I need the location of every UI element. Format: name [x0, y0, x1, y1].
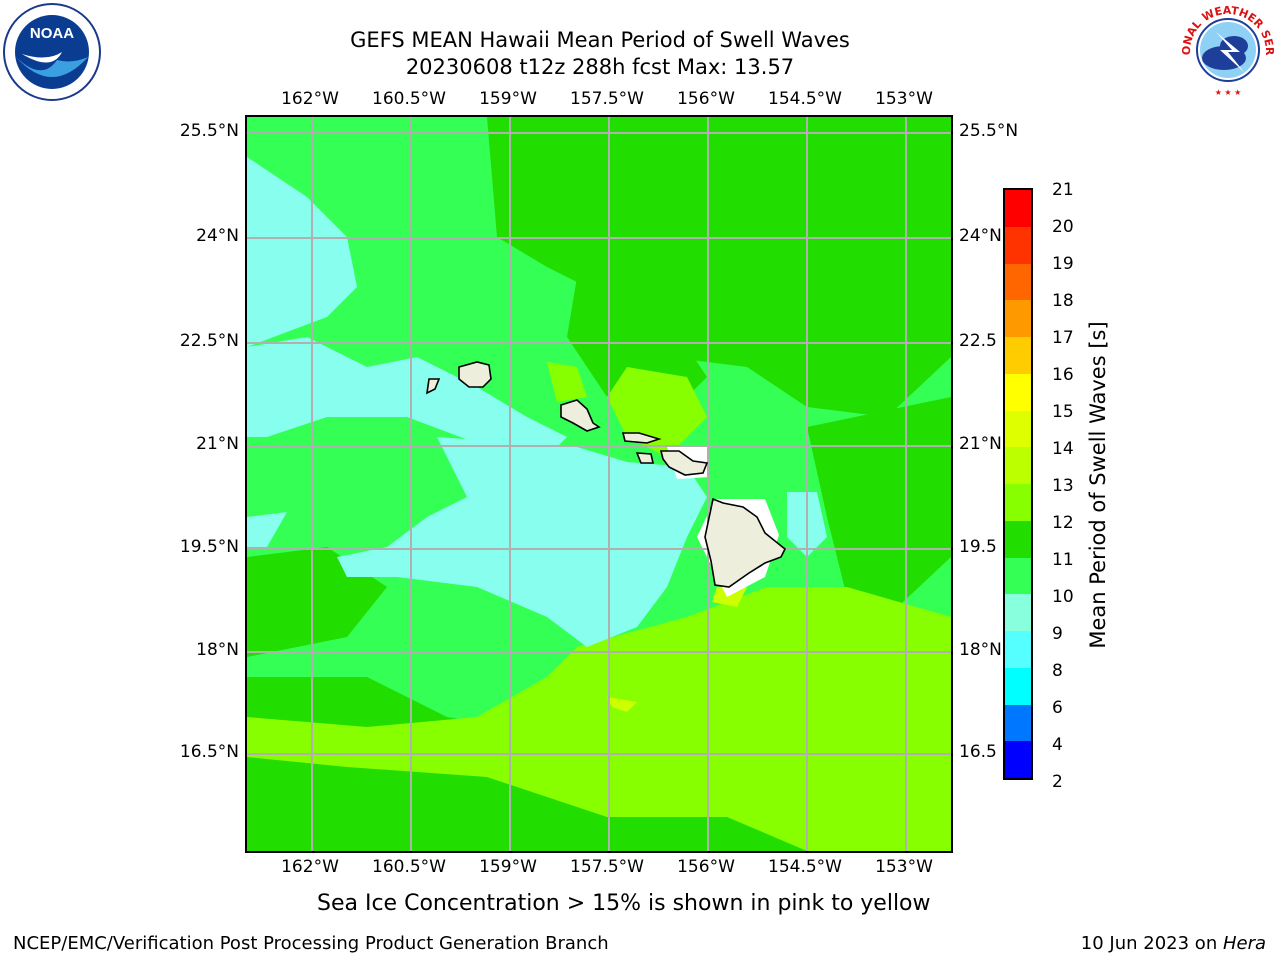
colorbar-swatch: [1005, 704, 1031, 742]
colorbar-tick: 10: [1052, 587, 1074, 607]
lon-label: 159°W: [479, 857, 537, 877]
swell-period-map: [247, 117, 951, 851]
colorbar-tick: 8: [1052, 661, 1063, 681]
colorbar-swatch: [1005, 484, 1031, 521]
date-text: 10 Jun 2023 on: [1080, 933, 1223, 954]
lat-label: 21°N: [196, 434, 239, 454]
lon-label: 159°W: [479, 89, 537, 109]
grid-lines: [247, 117, 951, 851]
lat-label: 18°N: [196, 640, 239, 660]
chart-title: GEFS MEAN Hawaii Mean Period of Swell Wa…: [350, 28, 850, 52]
lon-label: 153°W: [875, 89, 933, 109]
colorbar: [1003, 188, 1033, 780]
lon-label: 156°W: [677, 89, 735, 109]
nws-logo: NATIONAL WEATHER SERVICE ★ ★ ★: [1173, 0, 1278, 102]
colorbar-tick: 18: [1052, 291, 1074, 311]
lat-label: 16.5°N: [179, 742, 239, 762]
colorbar-tick: 2: [1052, 772, 1063, 792]
colorbar-swatch: [1005, 226, 1031, 264]
lat-label: 22.5°N: [179, 331, 239, 351]
colorbar-swatch: [1005, 594, 1031, 631]
lat-label: 19.5°N: [179, 537, 239, 557]
host-name: Hera: [1222, 933, 1266, 954]
colorbar-swatch: [1005, 520, 1031, 558]
lat-label: 25.5°N: [959, 121, 1019, 141]
colorbar-swatch: [1005, 373, 1031, 411]
lat-label: 18°N: [959, 640, 1002, 660]
lon-label: 154.5°W: [768, 89, 842, 109]
colorbar-swatch: [1005, 741, 1031, 778]
noaa-logo: NOAA: [2, 2, 102, 102]
colorbar-swatch: [1005, 557, 1031, 595]
lon-label: 162°W: [281, 89, 339, 109]
colorbar-tick: 21: [1052, 180, 1074, 200]
lat-label: 22.5: [959, 331, 997, 351]
lat-label: 21°N: [959, 434, 1002, 454]
lon-label: 160.5°W: [372, 857, 446, 877]
lat-label: 24°N: [196, 226, 239, 246]
colorbar-tick: 12: [1052, 513, 1074, 533]
svg-text:★ ★ ★: ★ ★ ★: [1215, 88, 1242, 97]
lon-label: 157.5°W: [570, 857, 644, 877]
colorbar-tick: 15: [1052, 402, 1074, 422]
colorbar-swatch: [1005, 190, 1031, 227]
lon-label: 154.5°W: [768, 857, 842, 877]
sea-ice-note: Sea Ice Concentration > 15% is shown in …: [317, 891, 931, 916]
colorbar-tick: 9: [1052, 624, 1063, 644]
colorbar-tick: 13: [1052, 476, 1074, 496]
org-credit: NCEP/EMC/Verification Post Processing Pr…: [13, 933, 609, 954]
colorbar-tick: 17: [1052, 328, 1074, 348]
lon-label: 157.5°W: [570, 89, 644, 109]
lon-label: 160.5°W: [372, 89, 446, 109]
colorbar-swatch: [1005, 667, 1031, 705]
lon-label: 162°W: [281, 857, 339, 877]
lat-label: 19.5: [959, 537, 997, 557]
colorbar-swatch: [1005, 300, 1031, 337]
hawaiian-islands: [425, 361, 787, 588]
chart-subtitle: 20230608 t12z 288h fcst Max: 13.57: [405, 55, 795, 79]
generated-date: 10 Jun 2023 on Hera: [1081, 933, 1266, 954]
lat-label: 16.5: [959, 742, 997, 762]
colorbar-swatch: [1005, 337, 1031, 374]
colorbar-title: Mean Period of Swell Waves [s]: [1086, 321, 1110, 649]
colorbar-swatch: [1005, 447, 1031, 484]
colorbar-tick: 4: [1052, 735, 1063, 755]
colorbar-tick: 19: [1052, 254, 1074, 274]
lon-label: 156°W: [677, 857, 735, 877]
colorbar-swatch: [1005, 631, 1031, 668]
colorbar-tick: 16: [1052, 365, 1074, 385]
lon-label: 153°W: [875, 857, 933, 877]
svg-text:NOAA: NOAA: [30, 25, 74, 42]
lat-label: 24°N: [959, 226, 1002, 246]
colorbar-tick: 14: [1052, 439, 1074, 459]
colorbar-tick: 6: [1052, 698, 1063, 718]
colorbar-tick: 20: [1052, 217, 1074, 237]
colorbar-tick: 11: [1052, 550, 1074, 570]
map-panel[interactable]: [245, 115, 953, 853]
lat-label: 25.5°N: [179, 121, 239, 141]
colorbar-swatch: [1005, 410, 1031, 448]
colorbar-swatch: [1005, 263, 1031, 301]
